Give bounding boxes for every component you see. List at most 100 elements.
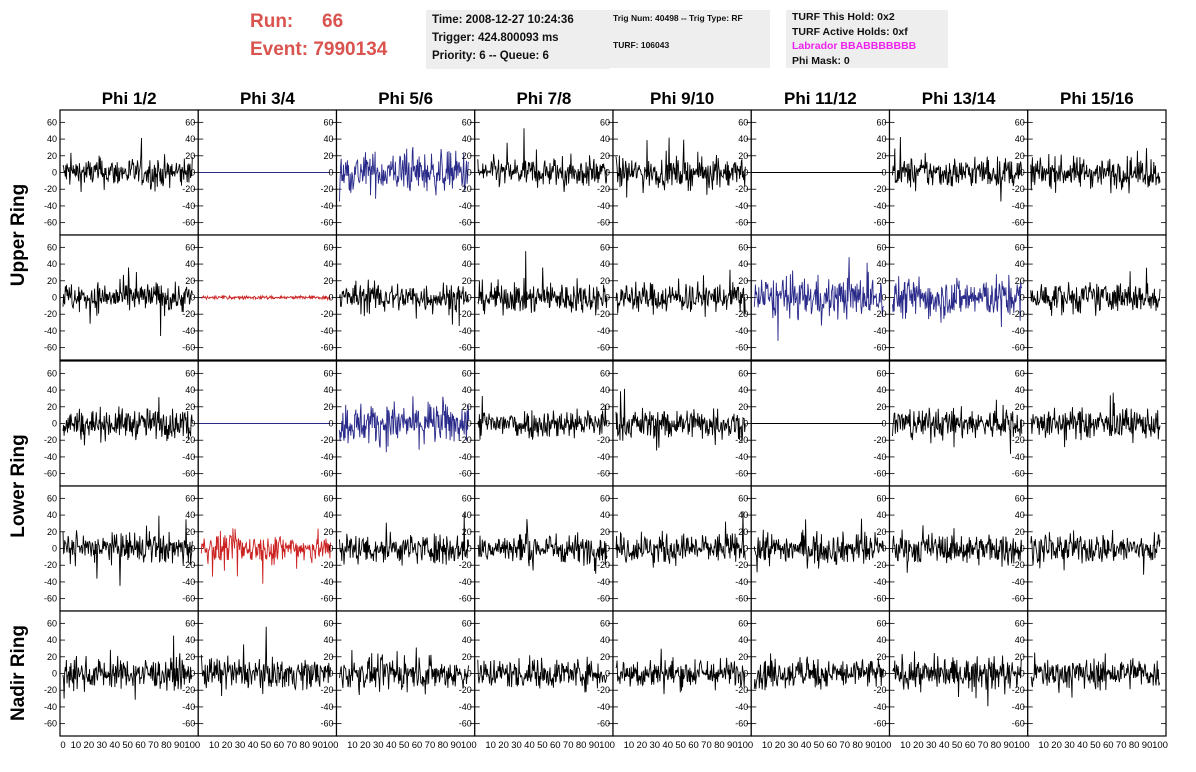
y-tick-label: 0 — [52, 669, 57, 679]
y-tick-label: -20 — [459, 309, 472, 319]
y-tick-label: -40 — [735, 201, 748, 211]
waveform-panel: 60 40 20 0 -20 -40 -60 — [873, 360, 1029, 487]
y-tick-label: 0 — [467, 544, 472, 554]
trace-line — [1030, 392, 1161, 448]
x-tick-label: 20 — [637, 740, 648, 751]
y-tick-label: -20 — [44, 685, 57, 695]
x-tick-label: 30 — [96, 740, 107, 751]
y-tick-label: -40 — [44, 201, 57, 211]
y-tick-label: -60 — [597, 594, 610, 604]
y-tick-label: -40 — [873, 452, 886, 462]
y-tick-label: 20 — [185, 151, 195, 161]
y-tick-label: 0 — [605, 669, 610, 679]
y-tick-label: 40 — [1015, 635, 1025, 645]
y-tick-label: -20 — [320, 435, 333, 445]
x-tick-label: 30 — [1064, 740, 1075, 751]
x-tick-label: 30 — [511, 740, 522, 751]
x-tick-label: 20 — [775, 740, 786, 751]
y-tick-label: -60 — [1012, 218, 1025, 228]
y-tick-label: -60 — [320, 719, 333, 729]
turf-active-holds-text: TURF Active Holds: 0xf — [792, 25, 908, 38]
y-tick-label: -20 — [44, 309, 57, 319]
y-tick-label: -20 — [1012, 560, 1025, 570]
y-tick-label: -60 — [459, 469, 472, 479]
y-tick-label: 0 — [1020, 669, 1025, 679]
y-tick-label: -20 — [320, 184, 333, 194]
y-tick-label: 40 — [323, 635, 333, 645]
y-tick-label: 60 — [185, 618, 195, 628]
x-tick-label: 50 — [675, 740, 686, 751]
y-tick-label: -40 — [182, 577, 195, 587]
x-tick-label: 60 — [550, 740, 561, 751]
y-tick-label: 40 — [876, 510, 886, 520]
run-value: 66 — [322, 11, 344, 32]
y-tick-label: 40 — [323, 259, 333, 269]
trig-num-text: Trig Num: 40498 -- Trig Type: RF — [613, 13, 743, 23]
y-tick-label: 20 — [600, 652, 610, 662]
x-tick-label: 100 — [737, 740, 753, 751]
y-tick-label: 0 — [605, 544, 610, 554]
y-tick-label: 40 — [462, 385, 472, 395]
y-tick-label: -20 — [1012, 184, 1025, 194]
waveform-panel: 60 40 20 0 -20 -40 -60 — [459, 360, 614, 487]
y-tick-label: 40 — [738, 134, 748, 144]
y-tick-label: 0 — [328, 669, 333, 679]
y-tick-label: 60 — [47, 618, 57, 628]
y-tick-label: -20 — [320, 309, 333, 319]
waveform-panel: 60 40 20 0 -20 -40 -60 — [597, 360, 752, 487]
y-tick-label: -60 — [320, 218, 333, 228]
y-tick-label: 20 — [1015, 151, 1025, 161]
y-tick-label: 0 — [605, 168, 610, 178]
y-tick-label: -60 — [459, 719, 472, 729]
x-tick-label: 60 — [965, 740, 976, 751]
y-tick-label: -20 — [597, 560, 610, 570]
y-tick-label: 0 — [52, 168, 57, 178]
y-tick-label: 60 — [738, 368, 748, 378]
y-tick-label: -60 — [873, 719, 886, 729]
y-tick-label: 60 — [738, 242, 748, 252]
y-tick-label: 60 — [323, 618, 333, 628]
trace-line — [477, 519, 608, 574]
waveform-panel: 60 40 20 0 -20 -40 -60 — [735, 234, 891, 361]
run-event-label: Run: 66 Event: 7990134 — [250, 8, 387, 64]
y-tick-label: -20 — [735, 560, 748, 570]
y-tick-label: 0 — [328, 168, 333, 178]
y-tick-label: 20 — [1015, 402, 1025, 412]
y-tick-label: -60 — [44, 594, 57, 604]
y-tick-label: 20 — [600, 151, 610, 161]
y-tick-label: -60 — [735, 719, 748, 729]
y-tick-label: 0 — [881, 168, 886, 178]
y-tick-label: -20 — [44, 560, 57, 570]
y-tick-label: -20 — [44, 435, 57, 445]
y-tick-label: -20 — [873, 184, 886, 194]
y-tick-label: 60 — [600, 368, 610, 378]
y-tick-label: 20 — [47, 151, 57, 161]
y-tick-label: 60 — [323, 117, 333, 127]
y-tick-label: -40 — [873, 577, 886, 587]
y-tick-label: 40 — [185, 259, 195, 269]
y-tick-label: 0 — [52, 419, 57, 429]
y-tick-label: 60 — [462, 117, 472, 127]
y-tick-label: 0 — [881, 544, 886, 554]
trace-line — [339, 513, 470, 566]
y-tick-label: -20 — [597, 435, 610, 445]
y-tick-label: 60 — [738, 618, 748, 628]
y-tick-label: 20 — [1015, 276, 1025, 286]
waveform-panel: 60 40 20 0 -20 -40 -60 — [320, 610, 476, 737]
x-tick-label: 40 — [524, 740, 535, 751]
trace-line — [615, 388, 746, 451]
y-tick-label: 0 — [52, 544, 57, 554]
y-tick-label: 0 — [881, 419, 886, 429]
y-tick-label: -20 — [182, 184, 195, 194]
run-label: Run: — [250, 11, 294, 32]
y-tick-label: -60 — [1012, 719, 1025, 729]
x-tick-label: 60 — [412, 740, 423, 751]
x-tick-label: 70 — [148, 740, 159, 751]
y-tick-label: -60 — [1012, 343, 1025, 353]
y-tick-label: -20 — [597, 184, 610, 194]
phi-label: Phi 7/8 — [516, 89, 571, 108]
y-tick-label: 40 — [738, 635, 748, 645]
y-tick-label: 20 — [1015, 652, 1025, 662]
y-tick-label: -60 — [182, 594, 195, 604]
y-tick-label: -40 — [459, 326, 472, 336]
